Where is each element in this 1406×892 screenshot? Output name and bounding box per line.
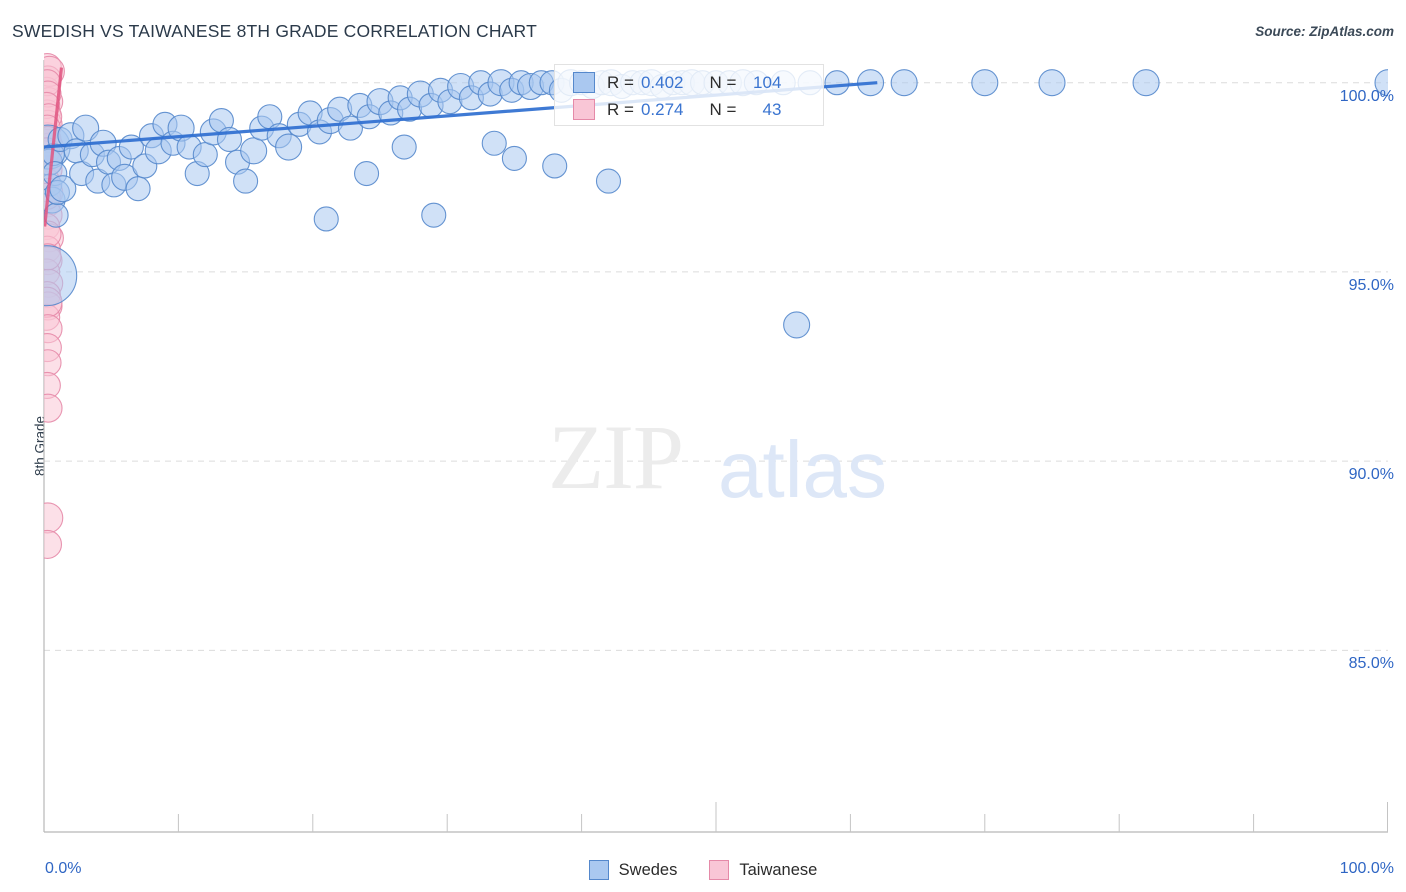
y-tick-label-100: 100.0%: [1339, 87, 1394, 105]
stats-swatch-taiwanese: [573, 99, 595, 120]
legend-swatch-taiwanese: [709, 860, 730, 880]
data-point: [1038, 69, 1066, 97]
data-point: [275, 133, 303, 161]
stats-r-value-swedes: 0.402: [640, 72, 684, 92]
stats-r-value-taiwanese: 0.274: [640, 99, 684, 119]
data-point: [354, 160, 380, 187]
x-tick-label-min: 0.0%: [45, 860, 82, 877]
data-point: [501, 145, 527, 171]
data-point: [421, 202, 447, 228]
data-point: [1132, 69, 1160, 97]
data-point: [1374, 69, 1388, 97]
data-point: [542, 153, 568, 179]
y-tick-label-85: 85.0%: [1348, 655, 1394, 673]
stats-n-label-taiwanese: N =: [709, 99, 737, 119]
data-point: [72, 114, 100, 142]
data-point: [44, 393, 63, 423]
legend-label-taiwanese: Taiwanese: [739, 860, 818, 879]
plot-area: [43, 53, 1388, 833]
y-tick-label-95: 95.0%: [1348, 276, 1394, 294]
data-point: [391, 134, 417, 160]
data-point: [313, 206, 339, 232]
stats-n-value-taiwanese: 43: [762, 99, 782, 119]
y-tick-label-90: 90.0%: [1348, 466, 1394, 484]
stats-swatch-swedes: [573, 72, 595, 93]
data-point: [192, 142, 218, 168]
legend-item-swedes[interactable]: Swedes: [588, 860, 678, 880]
correlation-stats-box: R = 0.402 N = 104 R = 0.274 N = 43: [554, 64, 824, 126]
x-tick-label-max: 100.0%: [1339, 860, 1394, 877]
data-point: [783, 311, 811, 339]
source-label: Source: ZipAtlas.com: [1255, 24, 1394, 39]
stats-r-label-swedes: R =: [607, 72, 634, 92]
data-point: [890, 69, 918, 97]
data-point: [233, 168, 259, 194]
stats-r-label-taiwanese: R =: [607, 99, 634, 119]
legend-swatch-swedes: [588, 860, 609, 880]
x-axis-ticks: [177, 802, 1388, 832]
data-point: [240, 137, 268, 165]
stats-row-swedes: R = 0.402 N = 104: [555, 69, 823, 96]
data-point: [44, 529, 63, 559]
data-point: [481, 130, 507, 156]
data-point: [971, 69, 999, 97]
scatter-plot-svg: [43, 53, 1388, 833]
data-point: [44, 349, 62, 377]
stats-n-value-swedes: 104: [753, 72, 782, 92]
legend-label-swedes: Swedes: [618, 860, 678, 879]
legend-item-taiwanese[interactable]: Taiwanese: [709, 860, 817, 880]
stats-n-label-swedes: N =: [709, 72, 737, 92]
data-point: [824, 70, 850, 96]
stats-row-taiwanese: R = 0.274 N = 43: [555, 96, 823, 123]
data-point: [595, 168, 622, 194]
chart-legend: Swedes Taiwanese: [0, 860, 1406, 880]
data-point: [125, 176, 151, 202]
data-point: [44, 502, 64, 534]
data-point: [44, 245, 78, 307]
page-title: SWEDISH VS TAIWANESE 8TH GRADE CORRELATI…: [12, 21, 537, 41]
